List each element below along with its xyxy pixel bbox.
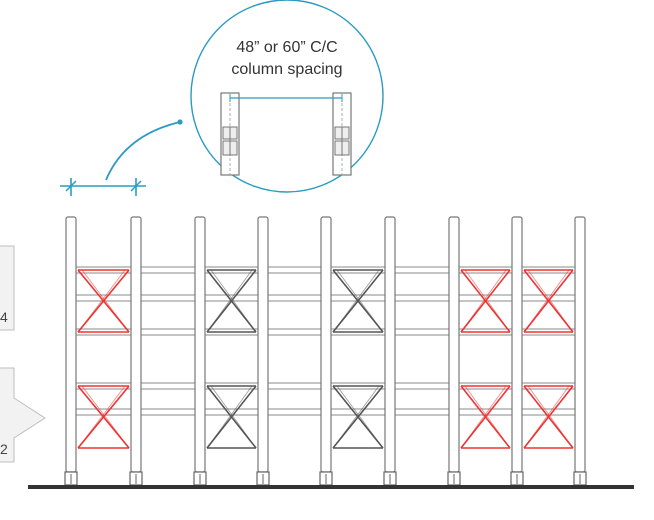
rack-brace-diagonal [77,385,126,449]
rack-brace-diagonal [332,385,380,449]
rack-column [511,216,523,473]
rack-column [130,216,142,473]
rack-brace-diagonal [332,385,384,449]
rack-column [448,216,460,473]
rack-beam [394,382,450,390]
rack-beam [140,382,196,390]
rack-brace-diagonal [464,269,511,333]
rack-column [194,216,206,473]
rack-brace-diagonal [77,269,126,333]
rack-beam [140,294,196,302]
rack-beam [267,382,322,390]
rack-beam [394,408,450,416]
callout-title-line2: column spacing [231,61,342,78]
rack-brace-diagonal [336,269,384,333]
callout-leader-arrow [105,119,183,181]
rack-beam [267,408,322,416]
side-tag-upper: 4 [0,245,15,331]
rack-beam [394,328,450,336]
callout-detail-drawing [220,92,352,176]
rack-brace-diagonal [77,269,130,333]
rack-brace-diagonal [336,385,384,449]
column-spacing-callout: 48” or 60” C/C column spacing [190,0,384,193]
rack-brace-diagonal [523,269,570,333]
callout-title-line1: 48” or 60” C/C [236,39,337,56]
rack-beam [140,266,196,274]
rack-beam [267,328,322,336]
rack-brace-diagonal [81,269,130,333]
rack-column [65,216,77,473]
spacing-dimension-marker [60,178,146,196]
rack-column [384,216,396,473]
rack-beam [394,294,450,302]
rack-brace-diagonal [523,269,574,333]
rack-beam [394,266,450,274]
rack-beam [267,266,322,274]
side-tag-lower-label: 2 [0,441,8,457]
rack-brace-diagonal [206,269,253,333]
rack-brace-diagonal [460,385,507,449]
rack-brace-diagonal [210,385,257,449]
rack-brace-diagonal [527,269,574,333]
rack-brace-diagonal [460,269,511,333]
rack-brace-diagonal [527,385,574,449]
rack-beam [267,294,322,302]
rack-column [257,216,269,473]
rack-column [574,216,586,473]
rack-bracing [77,269,574,449]
rack-column [320,216,332,473]
side-tag-lower: 2 [0,367,46,463]
side-tag-upper-label: 4 [0,309,8,325]
rack-brace-diagonal [332,269,384,333]
rack-brace-diagonal [206,385,257,449]
rack-brace-diagonal [332,269,380,333]
rack-brace-diagonal [210,269,257,333]
rack-brace-diagonal [460,269,507,333]
rack-columns [64,216,587,486]
rack-brace-diagonal [206,269,257,333]
rack-brace-diagonal [81,385,130,449]
rack-brace-diagonal [206,385,253,449]
rack-beam [140,328,196,336]
rack-brace-diagonal [460,385,511,449]
rack-brace-diagonal [77,385,130,449]
rack-brace-diagonal [523,385,570,449]
rack-beam [140,408,196,416]
rack-brace-diagonal [464,385,511,449]
rack-brace-diagonal [523,385,574,449]
